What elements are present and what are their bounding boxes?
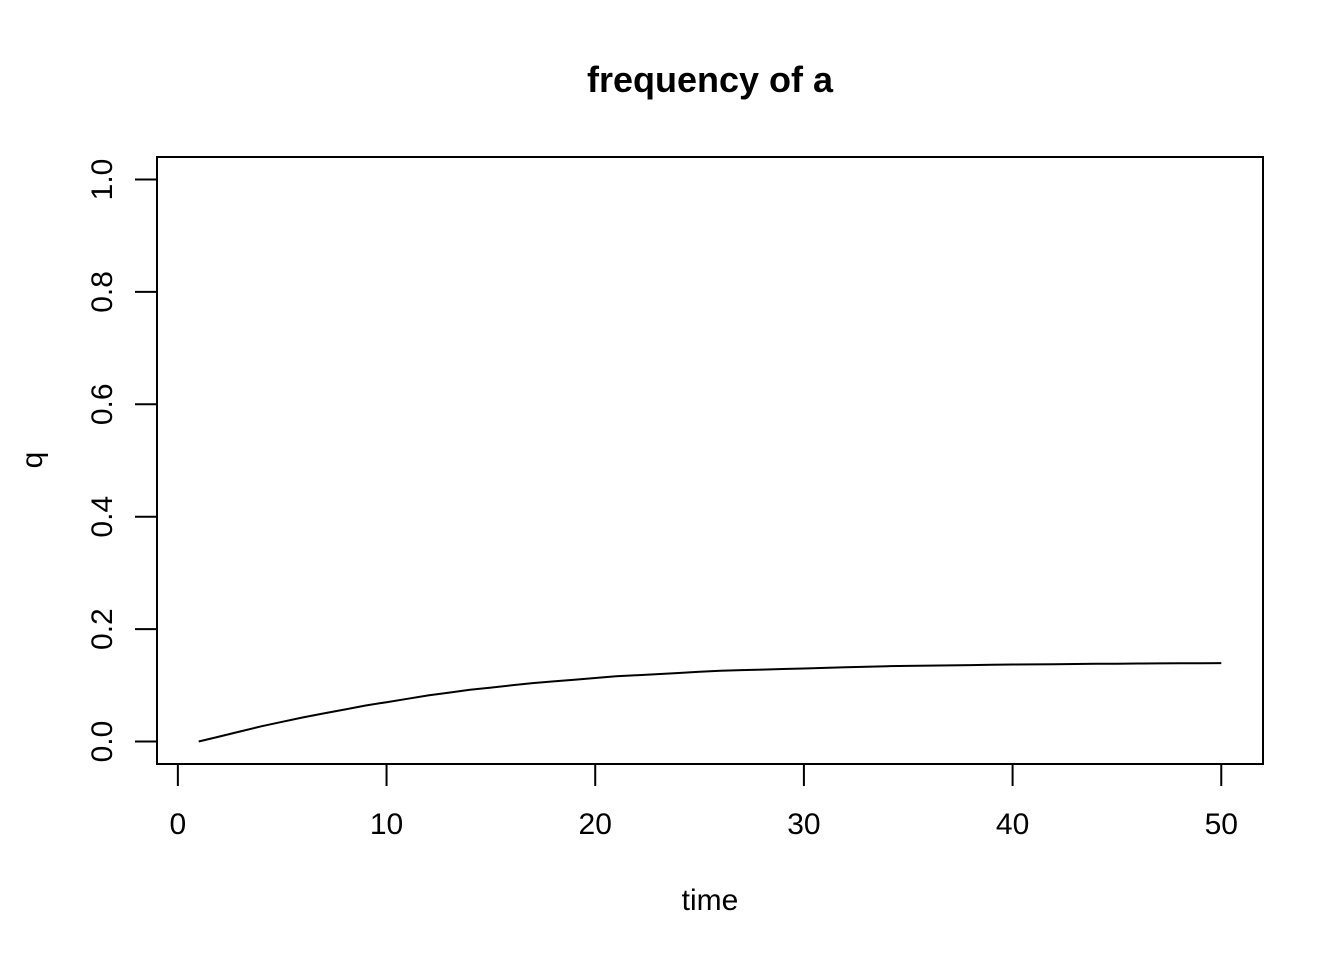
series-line — [198, 662, 1222, 743]
x-tick-label: 0 — [170, 808, 187, 841]
x-tick-label: 30 — [787, 808, 820, 841]
y-tick-label: 1.0 — [86, 159, 119, 201]
x-axis-label: time — [682, 884, 739, 917]
y-tick-label: 0.8 — [86, 271, 119, 313]
x-tick-label: 50 — [1205, 808, 1238, 841]
x-tick-label: 20 — [579, 808, 612, 841]
y-tick-label: 0.0 — [86, 721, 119, 763]
y-axis: 0.0 0.2 0.4 0.6 0.8 1.0 — [86, 159, 158, 763]
y-tick-label: 0.2 — [86, 608, 119, 650]
y-tick-label: 0.4 — [86, 496, 119, 538]
x-tick-label: 40 — [996, 808, 1029, 841]
chart-title: frequency of a — [587, 59, 834, 100]
plot-frame — [156, 156, 1264, 765]
x-tick-label: 10 — [370, 808, 403, 841]
y-tick-label: 0.6 — [86, 383, 119, 425]
x-axis: 0 10 20 30 40 50 — [170, 763, 1238, 841]
y-axis-label: q — [16, 452, 49, 469]
